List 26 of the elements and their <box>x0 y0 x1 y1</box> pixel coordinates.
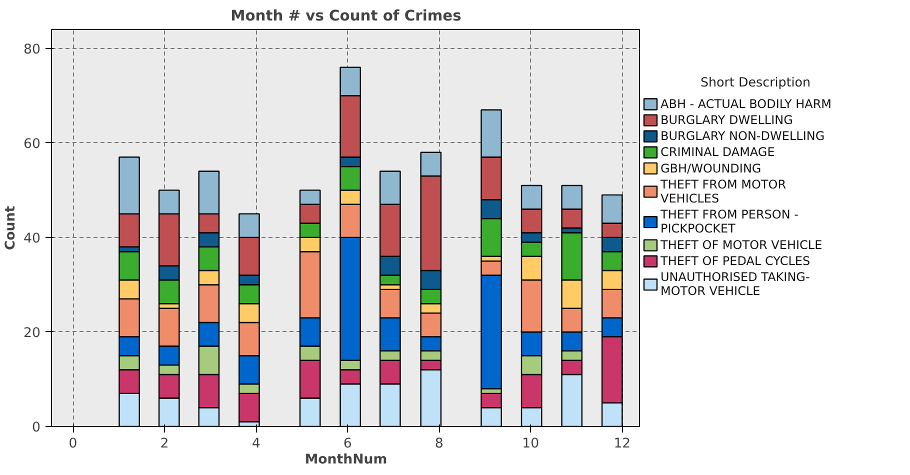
y-tick-label: 20 <box>24 326 41 341</box>
legend-label: BURGLARY NON-DWELLING <box>660 129 825 144</box>
legend-label: THEFT OF PEDAL CYCLES <box>660 254 810 268</box>
y-axis-title: Count <box>4 205 19 250</box>
legend-title: Short Description <box>700 74 811 90</box>
y-tick-label: 60 <box>24 136 41 152</box>
x-tick-label: 10 <box>522 436 540 452</box>
x-tick-label: 2 <box>160 436 169 452</box>
legend-label: ABH - ACTUAL BODILY HARM <box>660 97 832 112</box>
y-tick-label: 80 <box>24 42 41 58</box>
y-tick-label: 40 <box>24 231 41 246</box>
x-tick-label: 12 <box>614 436 631 452</box>
x-axis-title: MonthNum <box>304 452 388 468</box>
legend-label: UNAUTHORISED TAKING-MOTOR VEHICLE <box>660 270 810 298</box>
legend-label: CRIMINAL DAMAGE <box>660 145 775 160</box>
legend-label: THEFT FROM MOTOR VEHICLES <box>660 177 786 206</box>
y-tick-label: 0 <box>32 420 41 436</box>
legend-label: BURGLARY DWELLING <box>660 113 793 128</box>
legend-label: THEFT OF MOTOR VEHICLE <box>660 238 822 252</box>
x-tick-label: 4 <box>252 436 260 452</box>
x-tick-label: 6 <box>343 436 352 452</box>
x-tick-label: 8 <box>434 436 444 452</box>
chart-title: Month # vs Count of Crimes <box>230 8 462 24</box>
x-tick-label: 0 <box>68 436 78 452</box>
legend-label: GBH/WOUNDING <box>660 161 762 176</box>
legend-label: THEFT FROM PERSON - PICKPOCKET <box>660 208 798 236</box>
